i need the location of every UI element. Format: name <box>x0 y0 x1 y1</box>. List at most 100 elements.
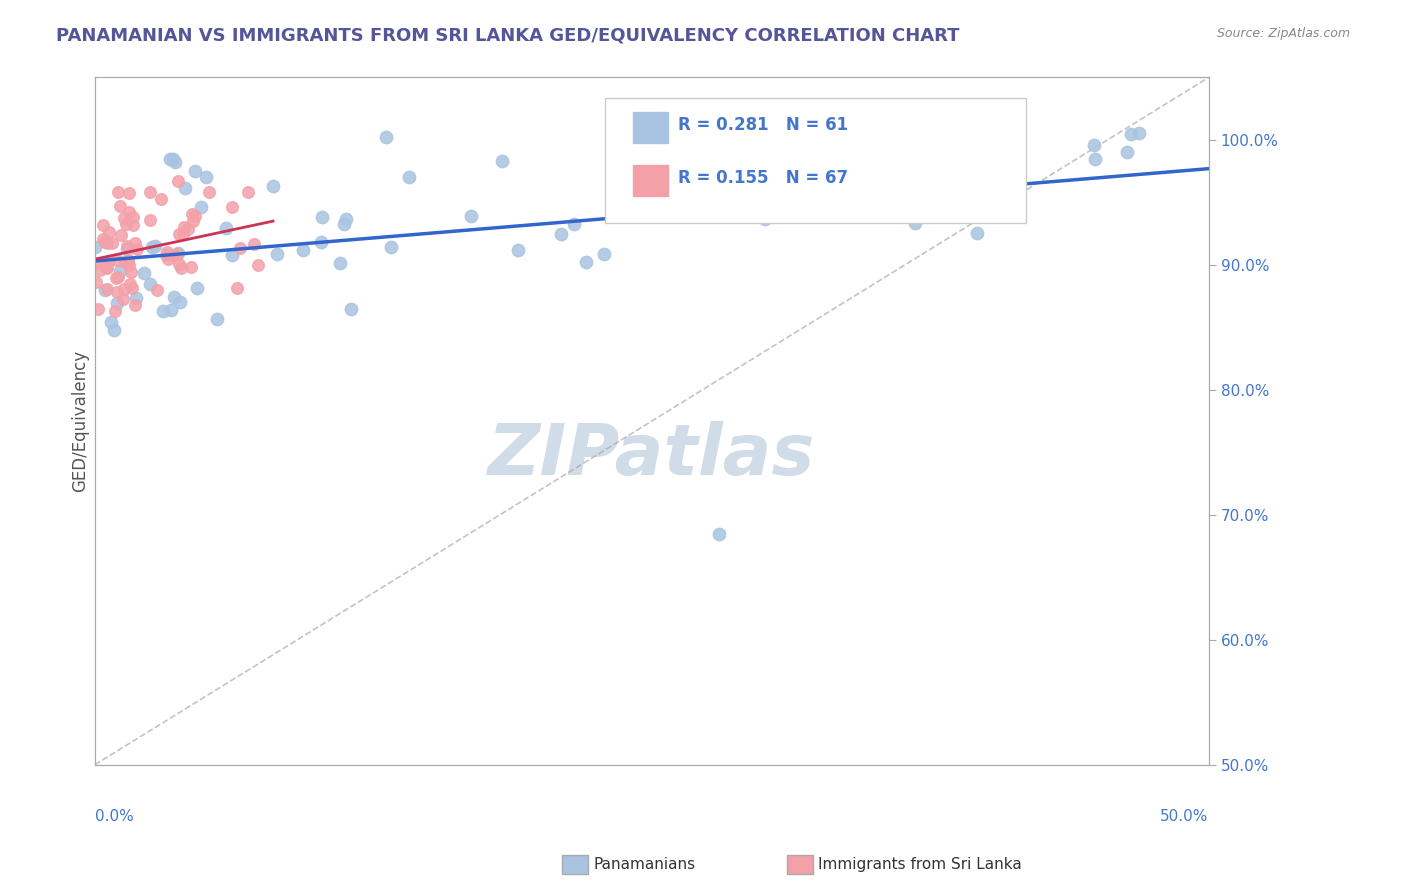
Point <box>170 260 193 275</box>
Point <box>262 179 284 194</box>
Point <box>1119 127 1142 141</box>
Point <box>183 210 205 224</box>
Point <box>121 210 143 224</box>
Point <box>167 245 190 260</box>
Point <box>125 291 148 305</box>
Point <box>118 186 141 200</box>
Point <box>562 217 585 231</box>
Point <box>114 218 136 232</box>
Point <box>174 181 197 195</box>
Point <box>550 227 572 242</box>
Point <box>127 242 149 256</box>
Point <box>108 263 131 277</box>
Point <box>195 170 218 185</box>
Point <box>91 231 114 245</box>
Point <box>87 301 110 316</box>
Point <box>139 185 162 199</box>
Point <box>707 526 730 541</box>
Point <box>291 243 314 257</box>
Point <box>662 122 685 136</box>
Point <box>197 185 219 199</box>
Point <box>105 253 128 268</box>
Point <box>124 235 146 250</box>
Point <box>100 315 122 329</box>
Point <box>340 301 363 316</box>
Point <box>163 247 186 261</box>
Point <box>163 289 186 303</box>
Point <box>141 240 163 254</box>
Point <box>159 152 181 166</box>
Point <box>121 281 143 295</box>
Point <box>118 277 141 292</box>
Point <box>329 256 352 270</box>
Point <box>112 211 135 225</box>
Point <box>1128 127 1150 141</box>
Point <box>152 304 174 318</box>
Point <box>93 218 115 232</box>
Point <box>107 270 129 285</box>
Point <box>149 192 172 206</box>
Point <box>167 174 190 188</box>
Point <box>105 285 128 300</box>
Point <box>114 255 136 269</box>
Point <box>117 242 139 256</box>
Point <box>236 185 259 199</box>
Point <box>110 228 132 243</box>
Point <box>169 257 191 271</box>
Point <box>380 240 402 254</box>
Point <box>84 240 107 254</box>
Point <box>86 276 108 290</box>
Point <box>124 298 146 312</box>
Point <box>335 211 357 226</box>
Point <box>266 246 288 260</box>
Point <box>169 295 191 310</box>
Point <box>228 241 250 255</box>
Point <box>800 197 823 211</box>
Point <box>155 247 177 261</box>
Point <box>93 283 115 297</box>
Point <box>904 216 927 230</box>
Point <box>107 186 129 200</box>
Point <box>98 226 121 240</box>
Point <box>575 255 598 269</box>
Point <box>156 252 179 266</box>
Point <box>104 304 127 318</box>
Text: Panamanians: Panamanians <box>593 857 696 871</box>
Point <box>398 170 420 185</box>
Text: 50.0%: 50.0% <box>1160 808 1209 823</box>
Point <box>1083 138 1105 153</box>
Point <box>166 247 188 261</box>
Point <box>173 220 195 235</box>
Point <box>111 293 134 307</box>
Point <box>215 220 238 235</box>
Point <box>181 213 204 227</box>
Text: PANAMANIAN VS IMMIGRANTS FROM SRI LANKA GED/EQUIVALENCY CORRELATION CHART: PANAMANIAN VS IMMIGRANTS FROM SRI LANKA … <box>56 27 960 45</box>
Text: 0.0%: 0.0% <box>94 808 134 823</box>
Point <box>491 154 513 169</box>
Point <box>120 265 142 279</box>
Point <box>143 239 166 253</box>
Point <box>108 199 131 213</box>
Point <box>112 283 135 297</box>
Point <box>103 323 125 337</box>
Point <box>242 237 264 252</box>
Point <box>309 235 332 250</box>
Text: Source: ZipAtlas.com: Source: ZipAtlas.com <box>1216 27 1350 40</box>
Point <box>94 260 117 274</box>
Point <box>221 248 243 262</box>
Point <box>592 247 614 261</box>
Point <box>311 210 333 224</box>
Text: R = 0.155   N = 67: R = 0.155 N = 67 <box>678 169 848 187</box>
Point <box>122 218 145 232</box>
Point <box>1084 153 1107 167</box>
Point <box>167 227 190 242</box>
Point <box>96 236 118 251</box>
Point <box>177 221 200 235</box>
Text: ZIPatlas: ZIPatlas <box>488 421 815 490</box>
Point <box>966 226 988 240</box>
Point <box>105 295 128 310</box>
Point <box>221 200 243 214</box>
Point <box>160 303 183 318</box>
Point <box>460 209 482 223</box>
Point <box>162 152 184 166</box>
